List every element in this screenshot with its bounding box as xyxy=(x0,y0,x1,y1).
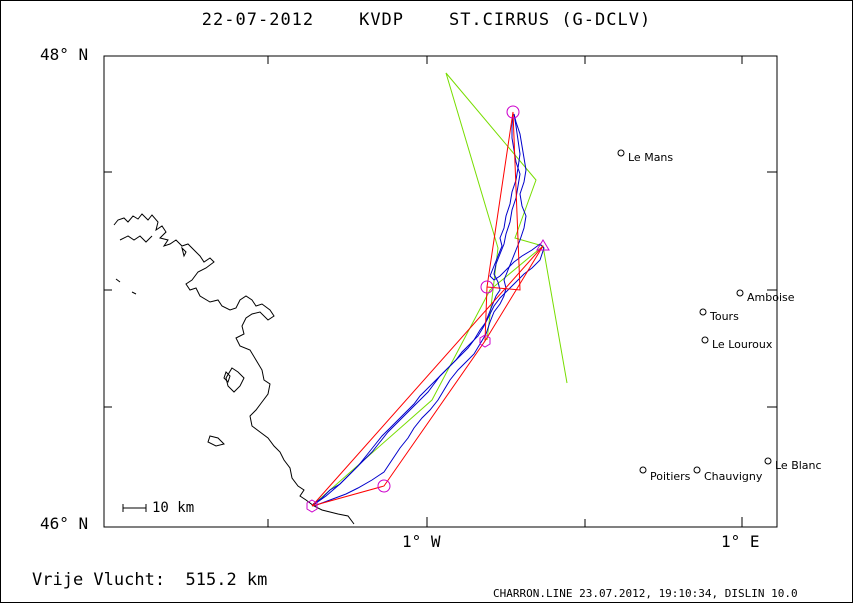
turnpoint-marker xyxy=(506,105,520,119)
town-marker xyxy=(617,149,625,157)
gps-track-3 xyxy=(311,114,521,507)
flight-title: 22-07-2012 KVDP ST.CIRRUS (G-DCLV) xyxy=(201,10,652,30)
turnpoint-marker xyxy=(480,280,494,294)
town-label-poitiers: Poitiers xyxy=(650,470,691,483)
town-label-le-louroux: Le Louroux xyxy=(712,338,773,351)
town-label-le-blanc: Le Blanc xyxy=(775,459,822,472)
lat-label-bottom: 46° N xyxy=(40,514,89,533)
map-border xyxy=(103,55,778,528)
turnpoints xyxy=(306,105,550,513)
turnpoint-marker xyxy=(306,499,318,513)
town-label-chauvigny: Chauvigny xyxy=(704,470,763,483)
turnpoint-marker xyxy=(377,479,391,493)
town-markers xyxy=(617,149,772,474)
town-label-tours: Tours xyxy=(709,310,739,323)
town-label-le-mans: Le Mans xyxy=(628,151,673,164)
lon-label-1e: 1° E xyxy=(721,532,760,551)
gps-track-1 xyxy=(312,113,545,505)
task-line xyxy=(311,245,544,507)
turnpoint-marker xyxy=(479,334,491,348)
free-flight-distance: Vrije Vlucht: 515.2 km xyxy=(32,570,268,590)
town-marker xyxy=(699,308,707,316)
task-line-mid xyxy=(484,286,488,342)
town-marker xyxy=(764,457,772,465)
footer-info: CHARRON.LINE 23.07.2012, 19:10:34, DISLI… xyxy=(493,587,798,600)
lon-label-1w: 1° W xyxy=(402,532,441,551)
town-marker xyxy=(639,466,647,474)
town-label-amboise: Amboise xyxy=(747,291,795,304)
turnpoint-marker xyxy=(536,239,550,251)
scale-bar xyxy=(122,504,147,512)
task-line-north xyxy=(486,111,521,291)
town-marker xyxy=(701,336,709,344)
alt-route-line xyxy=(312,72,568,506)
town-marker xyxy=(693,466,701,474)
coastline xyxy=(113,213,355,525)
lat-label-top: 48° N xyxy=(40,45,89,64)
gps-track-2 xyxy=(313,113,527,507)
town-marker xyxy=(736,289,744,297)
scale-label: 10 km xyxy=(152,500,195,516)
